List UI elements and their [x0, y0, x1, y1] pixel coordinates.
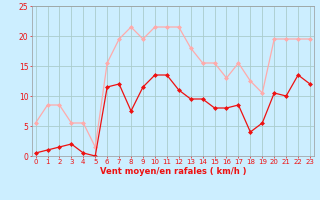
X-axis label: Vent moyen/en rafales ( km/h ): Vent moyen/en rafales ( km/h )	[100, 167, 246, 176]
